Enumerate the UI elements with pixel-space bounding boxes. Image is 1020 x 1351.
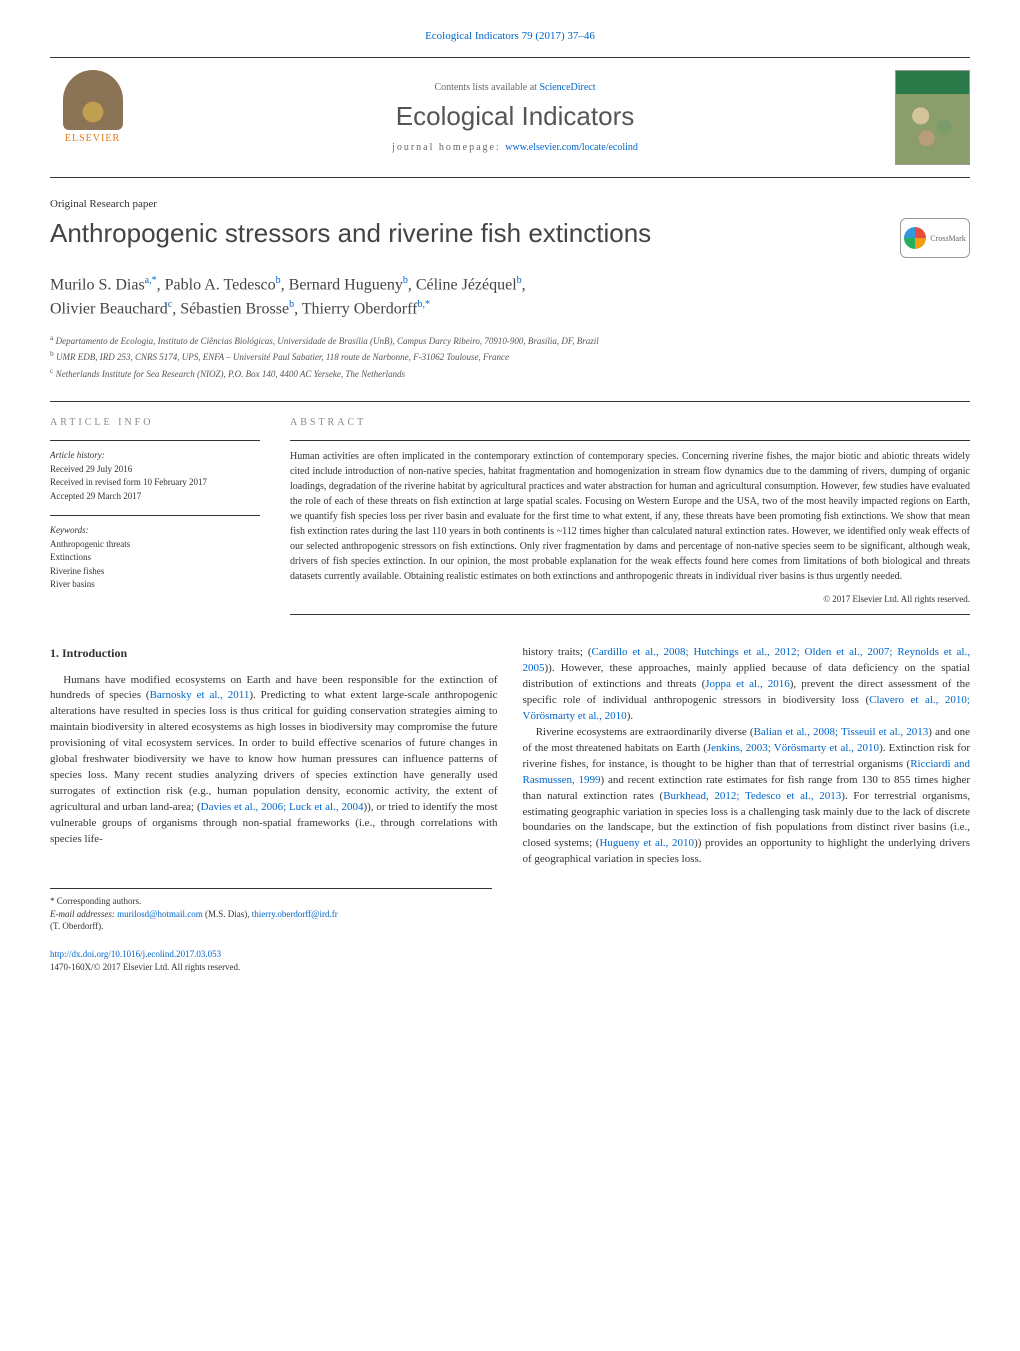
citation-link[interactable]: Barnosky et al., 2011: [150, 689, 250, 701]
author-affil-sup: a,*: [145, 275, 157, 286]
affiliation-c: Netherlands Institute for Sea Research (…: [56, 369, 405, 379]
publisher-name: ELSEVIER: [65, 133, 120, 144]
email-addresses-line: E-mail addresses: murilosd@hotmail.com (…: [50, 908, 492, 933]
homepage-line: journal homepage: www.elsevier.com/locat…: [135, 142, 895, 153]
article-type-label: Original Research paper: [50, 198, 970, 210]
body-paragraph: history traits; (Cardillo et al., 2008; …: [523, 645, 971, 725]
author-email-link[interactable]: thierry.oberdorff@ird.fr: [252, 909, 338, 919]
abstract-block: ABSTRACT Human activities are often impl…: [290, 417, 970, 615]
abstract-copyright: © 2017 Elsevier Ltd. All rights reserved…: [290, 594, 970, 615]
citation-link[interactable]: Hugueny et al., 2010: [599, 837, 694, 849]
doi-link[interactable]: http://dx.doi.org/10.1016/j.ecolind.2017…: [50, 949, 221, 959]
keyword: Extinctions: [50, 552, 91, 562]
citation-link[interactable]: Davies et al., 2006; Luck et al., 2004: [201, 801, 364, 813]
article-info-sidebar: ARTICLE INFO Article history: Received 2…: [50, 417, 260, 615]
contents-available-line: Contents lists available at ScienceDirec…: [135, 82, 895, 93]
author-list: Murilo S. Diasa,*, Pablo A. Tedescob, Be…: [50, 273, 970, 322]
corresponding-author-note: * Corresponding authors.: [50, 895, 492, 908]
keyword: Anthropogenic threats: [50, 539, 130, 549]
journal-name: Ecological Indicators: [135, 101, 895, 132]
body-paragraph: Humans have modified ecosystems on Earth…: [50, 673, 498, 848]
sciencedirect-link[interactable]: ScienceDirect: [539, 82, 595, 93]
citation-link[interactable]: Burkhead, 2012; Tedesco et al., 2013: [663, 790, 841, 802]
elsevier-tree-icon: [63, 70, 123, 130]
citation-link[interactable]: Jenkins, 2003; Vörösmarty et al., 2010: [707, 742, 879, 754]
footer-meta: http://dx.doi.org/10.1016/j.ecolind.2017…: [50, 948, 970, 973]
body-paragraph: Riverine ecosystems are extraordinarily …: [523, 725, 971, 868]
article-body: 1. Introduction Humans have modified eco…: [50, 645, 970, 868]
keyword: Riverine fishes: [50, 566, 104, 576]
section-heading-intro: 1. Introduction: [50, 645, 498, 662]
author-name: Murilo S. Dias: [50, 276, 145, 293]
citation-link[interactable]: Ecological Indicators 79 (2017) 37–46: [425, 30, 595, 42]
article-title: Anthropogenic stressors and riverine fis…: [50, 218, 880, 249]
abstract-heading: ABSTRACT: [290, 417, 970, 428]
journal-cover-thumbnail[interactable]: [895, 70, 970, 165]
citation-link[interactable]: Joppa et al., 2016: [705, 678, 789, 690]
journal-homepage-link[interactable]: www.elsevier.com/locate/ecolind: [505, 142, 638, 153]
crossmark-badge[interactable]: CrossMark: [900, 218, 970, 258]
issn-copyright: 1470-160X/© 2017 Elsevier Ltd. All right…: [50, 962, 240, 972]
article-history: Article history: Received 29 July 2016 R…: [50, 440, 260, 503]
article-info-heading: ARTICLE INFO: [50, 417, 260, 428]
footnotes-block: * Corresponding authors. E-mail addresse…: [50, 888, 492, 933]
citation-link[interactable]: Balian et al., 2008; Tisseuil et al., 20…: [754, 726, 929, 738]
affiliations-block: a Departamento de Ecologia, Instituto de…: [50, 332, 970, 382]
author-email-link[interactable]: murilosd@hotmail.com: [117, 909, 203, 919]
journal-masthead: ELSEVIER Contents lists available at Sci…: [50, 57, 970, 178]
citation-header: Ecological Indicators 79 (2017) 37–46: [50, 30, 970, 42]
keyword: River basins: [50, 579, 95, 589]
affiliation-b: UMR EDB, IRD 253, CNRS 5174, UPS, ENFA –…: [56, 352, 509, 362]
keywords-block: Keywords: Anthropogenic threats Extincti…: [50, 515, 260, 592]
abstract-text: Human activities are often implicated in…: [290, 440, 970, 584]
publisher-logo[interactable]: ELSEVIER: [50, 70, 135, 165]
affiliation-a: Departamento de Ecologia, Instituto de C…: [56, 336, 599, 346]
author-name: Olivier Beauchard: [50, 301, 168, 318]
